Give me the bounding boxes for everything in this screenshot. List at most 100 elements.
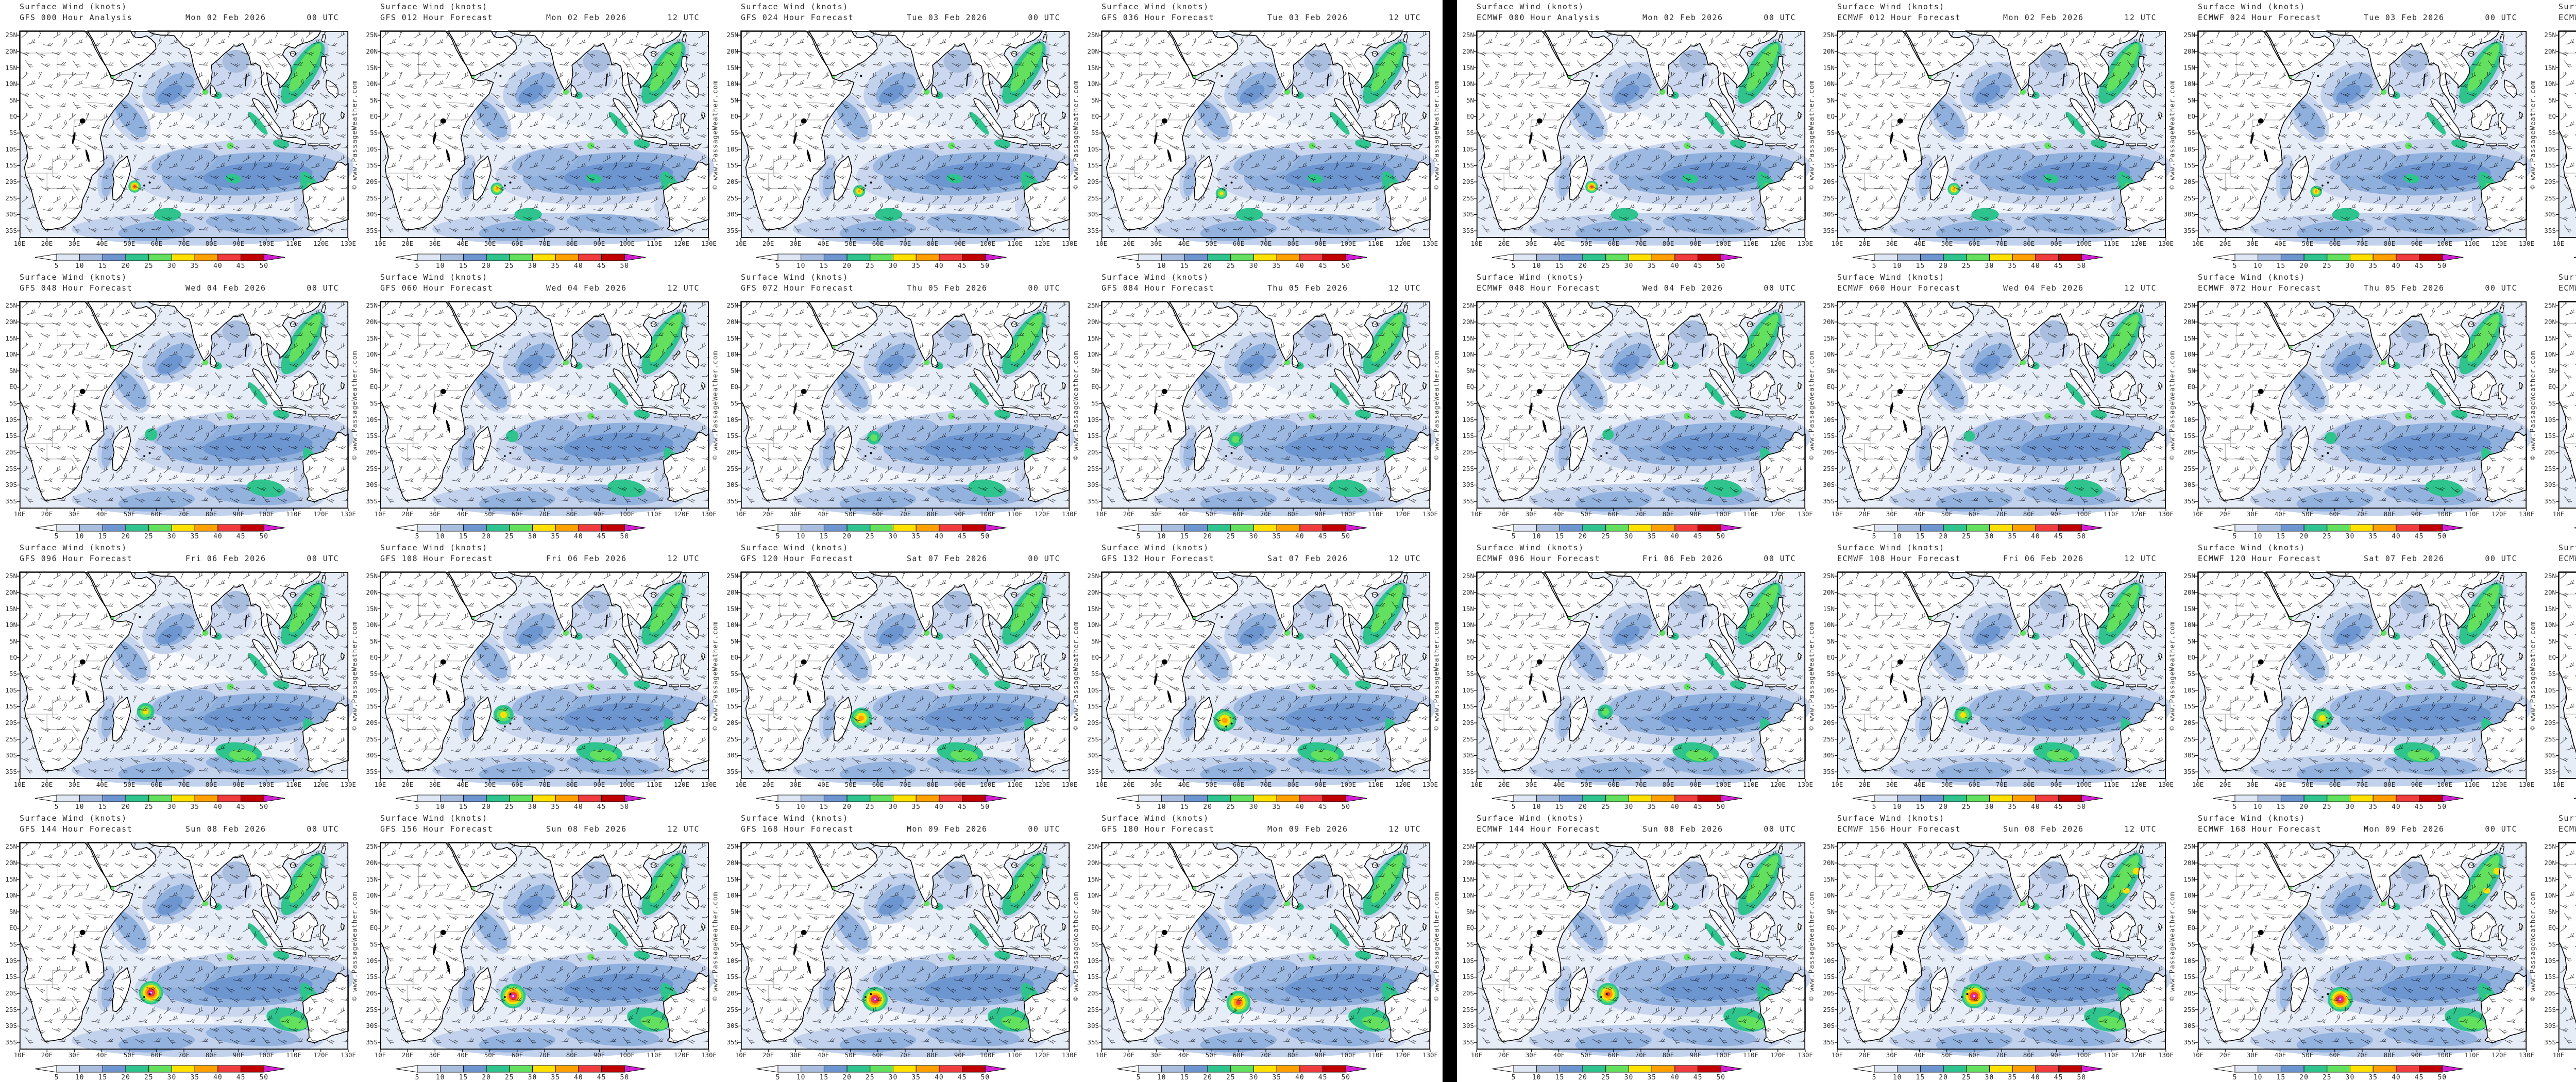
lat-axis-label: 20N [5, 47, 17, 55]
lon-axis-label: 80E [2023, 781, 2035, 788]
lon-axis-label: 70E [2356, 781, 2368, 788]
lat-axis-label: 10N [1462, 621, 1474, 629]
lon-axis-label: 130E [2158, 510, 2174, 518]
lat-axis-label: 25S [1462, 194, 1474, 202]
lat-axis-label: EQ [1091, 653, 1099, 661]
lat-axis-label: 15S [366, 702, 378, 710]
lat-axis-label: 10N [2183, 80, 2195, 88]
wind-barbs-layer [1477, 842, 1805, 1050]
wind-barbs-layer [1477, 301, 1805, 509]
lon-axis-label: 30E [1886, 1051, 1898, 1059]
lat-axis-label: 35S [1462, 497, 1474, 505]
model-run-label: GFS 120 Hour Forecast [741, 554, 854, 563]
colorbar-tick-label: 10 [75, 803, 84, 810]
lat-axis-label: EQ [2548, 112, 2556, 120]
lat-axis-label: 5N [1826, 637, 1835, 645]
lat-axis-label: 25S [366, 1006, 378, 1013]
watermark-text: © www.PassageWeather.com [1072, 621, 1080, 730]
lon-axis-label: 80E [1287, 781, 1299, 788]
colorbar-tick-label: 35 [1272, 803, 1281, 810]
colorbar-tick-label: 30 [1985, 533, 1994, 539]
forecast-panel: Surface Wind (knots) GFS 108 Hour Foreca… [361, 541, 721, 812]
panel-title: Surface Wind (knots) [2198, 273, 2306, 282]
lat-axis-label: 20S [366, 448, 378, 456]
lon-axis-label: 90E [954, 510, 966, 518]
lon-axis-label: 50E [1580, 240, 1592, 247]
lat-axis-label: 25N [2183, 572, 2195, 580]
lon-axis-label: 90E [593, 781, 605, 788]
lat-axis-label: 20S [5, 719, 17, 726]
colorbar-tick-label: 25 [144, 1074, 154, 1080]
lon-axis-label: 60E [2329, 1051, 2341, 1059]
lat-axis-label: 15N [366, 875, 378, 883]
lon-axis-label: 80E [926, 240, 939, 247]
colorbar-tick-label: 25 [1226, 533, 1235, 539]
lon-axis-label: 70E [538, 781, 551, 788]
lat-axis-label: EQ [1091, 383, 1099, 391]
lon-axis-label: 90E [2050, 1051, 2062, 1059]
lat-axis-label: 20S [726, 448, 738, 456]
wind-map [1474, 30, 1812, 246]
lon-axis-label: 10E [1470, 510, 1483, 518]
colorbar-tick-label: 20 [482, 803, 491, 810]
colorbar-tick-label: 40 [2031, 262, 2040, 269]
lat-axis-label: 15N [726, 605, 738, 613]
lon-axis-label: 50E [1580, 781, 1592, 788]
lat-axis-label: 15S [1087, 161, 1099, 169]
model-run-label: GFS 072 Hour Forecast [741, 283, 854, 293]
lat-axis-label: 20S [1462, 989, 1474, 997]
valid-time-utc: 12 UTC [667, 824, 700, 834]
colorbar-tick-label: 5 [1872, 262, 1877, 269]
lat-axis-label: 15S [1087, 973, 1099, 980]
lon-axis-label: 90E [232, 240, 245, 247]
model-run-label: ECMWF 024 Hour Forecast [2198, 13, 2321, 22]
lon-axis-label: 90E [2411, 240, 2423, 247]
lat-axis-label: 25S [2544, 465, 2556, 472]
lat-axis-label: 5N [1466, 908, 1474, 916]
lon-axis-label: 60E [1607, 240, 1620, 247]
colorbar-tick-label: 40 [574, 1074, 583, 1080]
lat-axis-label: 5S [2187, 940, 2195, 948]
lon-axis-label: 90E [954, 781, 966, 788]
colorbar-tick-label: 30 [1985, 262, 1994, 269]
lat-axis-label: 10S [366, 145, 378, 153]
lat-axis-label: 35S [1823, 1038, 1835, 1046]
lon-axis-label: 80E [1662, 781, 1674, 788]
lat-axis-label: EQ [2187, 112, 2195, 120]
lat-axis-label: 15N [1823, 64, 1835, 72]
lon-axis-label: 70E [899, 510, 911, 518]
lon-axis-label: 20E [1123, 1051, 1135, 1059]
lon-axis-label: 50E [484, 510, 496, 518]
lat-axis-label: EQ [369, 112, 378, 120]
colorbar-tick-label: 40 [1670, 533, 1680, 539]
panel-title: Surface Wind (knots) [1837, 2, 1945, 11]
lat-axis-label: 10N [366, 80, 378, 88]
lon-axis-label: 70E [1995, 240, 2008, 247]
lon-axis-label: 20E [1498, 510, 1510, 518]
lon-axis-label: 90E [1689, 240, 1702, 247]
colorbar-tick-label: 40 [2031, 533, 2040, 539]
lat-axis-label: 5N [2548, 367, 2556, 375]
colorbar-tick-label: 45 [2415, 1074, 2424, 1080]
lat-axis-label: 25S [366, 735, 378, 743]
lat-axis-label: 10N [2544, 621, 2556, 629]
colorbar-tick-label: 35 [1647, 1074, 1656, 1080]
lon-axis-label: 30E [789, 781, 802, 788]
colorbar-tick-label: 10 [1532, 803, 1541, 810]
lon-axis-label: 10E [2552, 240, 2565, 247]
lon-axis-label: 10E [374, 240, 386, 247]
lat-axis-label: 30S [2544, 1022, 2556, 1029]
lat-axis-label: 15N [1823, 334, 1835, 342]
lon-axis-label: 70E [899, 781, 911, 788]
lon-axis-label: 50E [1941, 1051, 1953, 1059]
lon-axis-label: 20E [41, 510, 53, 518]
lat-axis-label: 5N [9, 367, 17, 375]
lat-axis-label: 20N [2183, 588, 2195, 596]
watermark: © www.PassageWeather.com [1431, 572, 1443, 779]
colorbar-tick-label: 50 [1341, 262, 1350, 269]
valid-time-utc: 12 UTC [1388, 13, 1421, 22]
colorbar-tick-label: 5 [1137, 533, 1141, 539]
